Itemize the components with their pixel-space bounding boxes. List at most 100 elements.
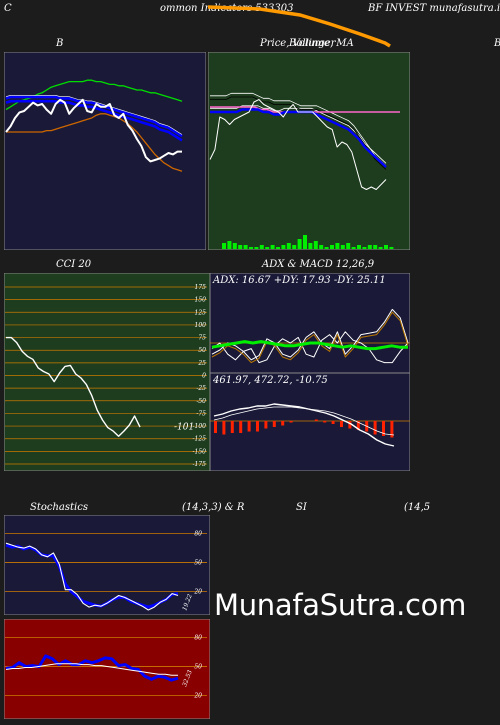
volume-bar bbox=[292, 245, 297, 249]
macd-histogram-bar bbox=[390, 421, 394, 438]
stochastics-title: Stochastics bbox=[30, 502, 88, 513]
macd-histogram-bar bbox=[214, 421, 217, 433]
cci-background bbox=[4, 273, 210, 471]
bollinger-background bbox=[4, 52, 206, 250]
bollinger-chart bbox=[4, 52, 206, 250]
volume-bar bbox=[340, 245, 345, 249]
macd-signal-line bbox=[213, 406, 395, 436]
cci-tick-label: -150 bbox=[193, 448, 207, 455]
adx-line bbox=[211, 340, 408, 351]
volume-bar bbox=[249, 247, 253, 249]
adx-orange-line bbox=[211, 311, 409, 364]
volume-bar bbox=[319, 245, 324, 249]
header-left-char: C bbox=[4, 3, 12, 14]
rsi-tick-label: 20 bbox=[193, 693, 202, 700]
cci-chart: 175 150 125 100 75 50 25 0 -25 -50 -75 -100 -125 -150… bbox=[4, 273, 210, 471]
macd-chart bbox=[210, 373, 410, 471]
rsi-tick-label: 50 bbox=[194, 664, 202, 671]
volume-bar bbox=[324, 247, 329, 249]
adx-title: ADX & MACD 12,26,9 bbox=[262, 259, 375, 270]
bollinger-band-line-1 bbox=[5, 95, 183, 138]
cci-tick-label: 25 bbox=[197, 360, 206, 367]
macd-histogram-bar bbox=[281, 421, 285, 426]
stochastics-tick-label: 50 bbox=[194, 560, 202, 567]
price-band-line-1 bbox=[210, 96, 387, 170]
rsi-params: (14,5 bbox=[404, 502, 431, 513]
volume-bar bbox=[227, 241, 232, 249]
rsi-background bbox=[4, 619, 210, 719]
macd-histogram-bar bbox=[239, 421, 243, 433]
volume-bar bbox=[362, 247, 367, 249]
volume-bar bbox=[297, 239, 302, 249]
volume-bar bbox=[308, 243, 313, 249]
cci-tick-label: 175 bbox=[195, 284, 207, 291]
price-background bbox=[208, 52, 410, 250]
cci-tick-label: -175 bbox=[193, 461, 207, 468]
stochastics-d-line bbox=[5, 543, 179, 609]
bollinger-title: B bbox=[56, 38, 64, 49]
volume-bar bbox=[384, 245, 388, 249]
volume-bar bbox=[389, 247, 394, 249]
watermark: MunafaSutra.com bbox=[214, 588, 467, 622]
cci-tick-label: 100 bbox=[195, 322, 207, 329]
volume-bar bbox=[351, 247, 356, 249]
stochastics-k-line bbox=[5, 542, 179, 611]
volume-bar bbox=[243, 245, 248, 249]
macd-histogram-bar bbox=[289, 421, 293, 423]
macd-histogram-bar bbox=[314, 419, 318, 421]
cci-tick-label: 150 bbox=[195, 297, 207, 304]
macd-histogram-bar bbox=[256, 421, 259, 432]
macd-histogram-bar bbox=[382, 421, 385, 436]
volume-bar bbox=[357, 245, 361, 249]
cci-title: CCI 20 bbox=[56, 259, 92, 270]
volume-bar bbox=[265, 247, 270, 249]
macd-histogram-bar bbox=[247, 421, 251, 432]
adx-chart bbox=[210, 273, 410, 373]
header-right-title: BF INVEST munafasutra.in bbox=[368, 3, 500, 14]
volume-bar bbox=[335, 243, 340, 249]
price-overlay-title: Bollinger bbox=[289, 38, 336, 49]
cci-line bbox=[6, 336, 141, 437]
volume-bar bbox=[313, 241, 318, 249]
volume-bar bbox=[286, 243, 291, 249]
macd-histogram-bar bbox=[356, 421, 360, 430]
cci-tick-label: -100 bbox=[193, 423, 207, 430]
rsi-average-line bbox=[5, 663, 178, 676]
stochastics-params: (14,3,3) & R bbox=[182, 502, 245, 513]
macd-histogram-bar bbox=[373, 421, 377, 435]
macd-histogram-bar bbox=[348, 421, 352, 429]
volume-bar bbox=[330, 245, 334, 249]
bollinger-price-line bbox=[5, 98, 182, 163]
volume-bar bbox=[281, 245, 286, 249]
cci-tick-label: 125 bbox=[195, 309, 207, 316]
adx-plus-di-line bbox=[211, 308, 409, 361]
volume-bar bbox=[346, 243, 351, 249]
cci-last-value: -101 bbox=[174, 423, 194, 433]
volume-bar bbox=[270, 245, 275, 249]
adx-values: ADX: 16.67 +DY: 17.93 -DY: 25.11 bbox=[213, 275, 386, 286]
volume-bar bbox=[367, 245, 372, 249]
volume-bar bbox=[259, 245, 264, 249]
volume-bar bbox=[303, 235, 307, 249]
volume-bar bbox=[238, 245, 243, 249]
macd-line bbox=[213, 403, 395, 447]
rsi-title: SI bbox=[296, 502, 307, 513]
price-title: Price, Volume, MA bbox=[260, 38, 354, 49]
edge-title: B bbox=[494, 38, 500, 49]
cci-tick-label: 0 bbox=[202, 373, 206, 380]
macd-background bbox=[210, 373, 410, 471]
stochastics-tick-label: 20 bbox=[193, 589, 202, 596]
volume-bar bbox=[373, 245, 378, 249]
macd-histogram-bar bbox=[340, 421, 343, 427]
macd-histogram-bar bbox=[272, 421, 276, 427]
macd-histogram-bar bbox=[331, 421, 335, 424]
cci-tick-label: -50 bbox=[196, 398, 206, 405]
adx-background bbox=[210, 273, 410, 373]
bollinger-band-edge bbox=[5, 94, 183, 135]
macd-histogram-bar bbox=[222, 421, 226, 435]
adx-minus-di-line bbox=[211, 331, 409, 364]
macd-values: 461.97, 472.72, -10.75 bbox=[213, 375, 328, 386]
rsi-tick-label: 80 bbox=[194, 635, 202, 642]
